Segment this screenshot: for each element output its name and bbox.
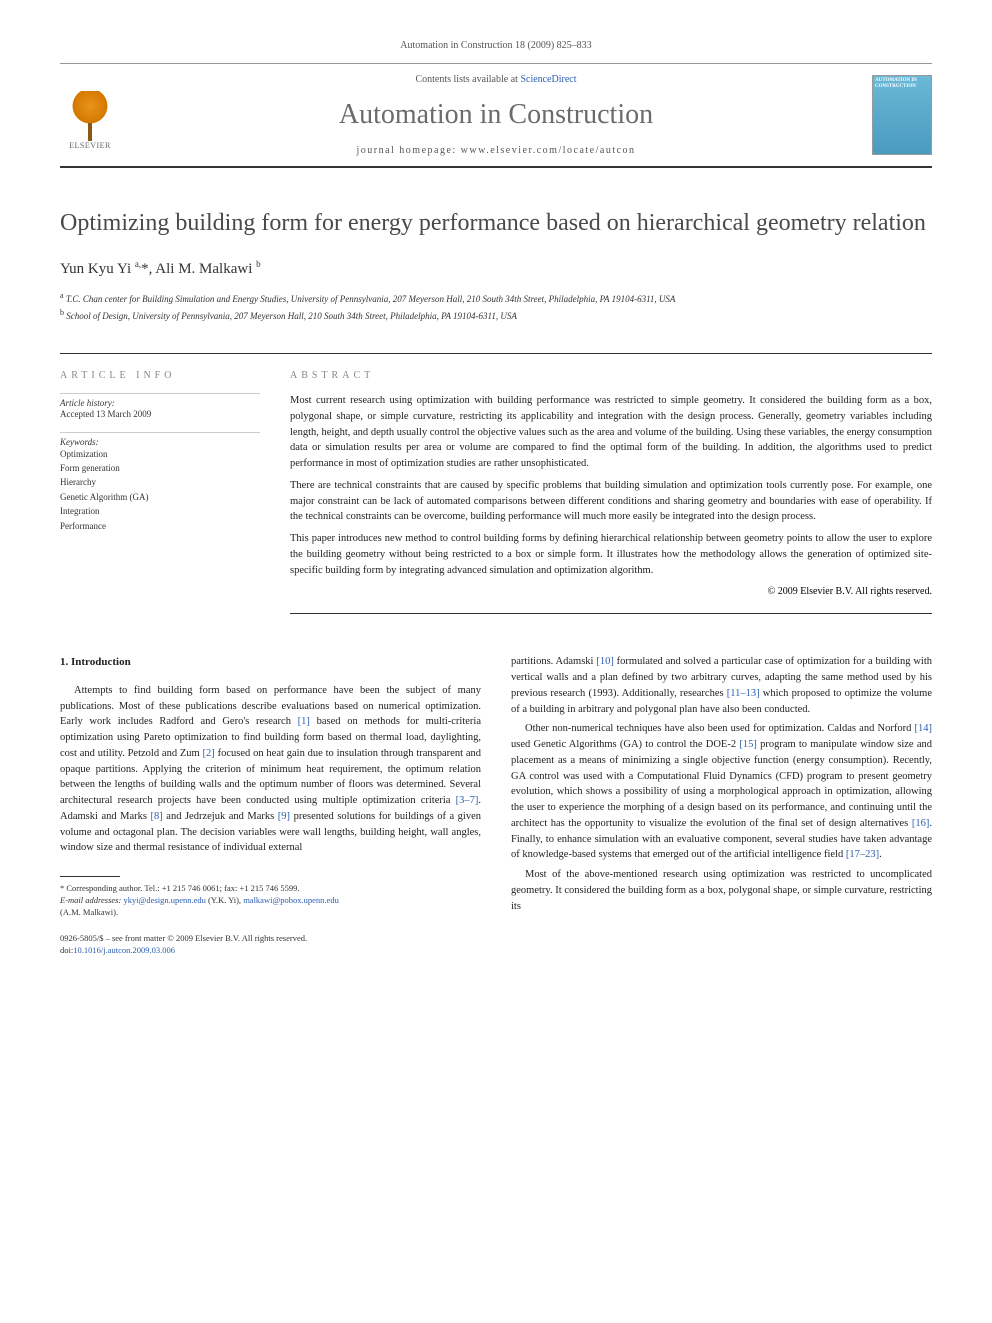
citation-link[interactable]: [11–13] (727, 688, 760, 699)
article-info-block: ARTICLE INFO Article history: Accepted 1… (60, 370, 260, 614)
citation-link[interactable]: [15] (739, 739, 757, 750)
homepage-url: www.elsevier.com/locate/autcon (461, 145, 636, 156)
citation-link[interactable]: [17–23] (846, 849, 879, 860)
keywords-list: OptimizationForm generationHierarchyGene… (60, 447, 260, 533)
abstract-text: Most current research using optimization… (290, 393, 932, 578)
body-paragraph: Attempts to find building form based on … (60, 683, 481, 856)
journal-reference: Automation in Construction 18 (2009) 825… (60, 40, 932, 51)
email-link-yi[interactable]: ykyi@design.upenn.edu (123, 895, 205, 905)
keyword-item: Performance (60, 519, 260, 533)
citation-link[interactable]: [16] (912, 818, 930, 829)
email-who-1: (Y.K. Yi), (206, 895, 243, 905)
abstract-paragraph: Most current research using optimization… (290, 393, 932, 472)
article-history-label: Article history: (60, 393, 260, 408)
abstract-paragraph: There are technical constraints that are… (290, 478, 932, 525)
abstract-heading: ABSTRACT (290, 370, 932, 381)
issn-copyright-line: 0926-5805/$ – see front matter © 2009 El… (60, 933, 481, 945)
body-column-left: 1. Introduction Attempts to find buildin… (60, 654, 481, 956)
homepage-prefix: journal homepage: (356, 145, 460, 156)
email-addresses-line: E-mail addresses: ykyi@design.upenn.edu … (60, 895, 481, 907)
header-center: Contents lists available at ScienceDirec… (120, 74, 872, 156)
footer-meta: 0926-5805/$ – see front matter © 2009 El… (60, 933, 481, 957)
corresponding-author-note: * Corresponding author. Tel.: +1 215 746… (60, 883, 481, 895)
citation-link[interactable]: [8] (151, 811, 163, 822)
citation-link[interactable]: [9] (278, 811, 290, 822)
body-columns: 1. Introduction Attempts to find buildin… (60, 654, 932, 956)
journal-homepage-line: journal homepage: www.elsevier.com/locat… (120, 145, 872, 156)
citation-link[interactable]: [14] (915, 723, 933, 734)
authors-line: Yun Kyu Yi a,*, Ali M. Malkawi b (60, 259, 932, 278)
keyword-item: Hierarchy (60, 475, 260, 489)
email-link-malkawi[interactable]: malkawi@pobox.upenn.edu (243, 895, 339, 905)
abstract-paragraph: This paper introduces new method to cont… (290, 531, 932, 578)
doi-link[interactable]: 10.1016/j.autcon.2009.03.006 (73, 945, 175, 955)
keyword-item: Integration (60, 504, 260, 518)
email-who-2: (A.M. Malkawi). (60, 907, 481, 919)
elsevier-logo: ELSEVIER (60, 80, 120, 150)
section-heading-introduction: 1. Introduction (60, 654, 481, 671)
elsevier-label: ELSEVIER (69, 141, 111, 150)
citation-link[interactable]: [3–7] (456, 795, 479, 806)
footnote-separator (60, 876, 120, 877)
sciencedirect-link[interactable]: ScienceDirect (520, 74, 576, 85)
abstract-copyright: © 2009 Elsevier B.V. All rights reserved… (290, 586, 932, 597)
journal-title: Automation in Construction (120, 99, 872, 131)
citation-link[interactable]: [1] (298, 716, 310, 727)
journal-cover-thumbnail: AUTOMATION IN CONSTRUCTION (872, 75, 932, 155)
citation-link[interactable]: [2] (203, 748, 215, 759)
keywords-label: Keywords: (60, 432, 260, 447)
doi-line: doi:10.1016/j.autcon.2009.03.006 (60, 945, 481, 957)
body-paragraph: Most of the above-mentioned research usi… (511, 867, 932, 914)
email-label: E-mail addresses: (60, 895, 123, 905)
accepted-date: Accepted 13 March 2009 (60, 408, 260, 422)
citation-link[interactable]: [10] (596, 656, 614, 667)
keyword-item: Optimization (60, 447, 260, 461)
affiliations-block: a T.C. Chan center for Building Simulati… (60, 290, 932, 323)
footnotes-block: * Corresponding author. Tel.: +1 215 746… (60, 883, 481, 919)
cover-title: AUTOMATION IN CONSTRUCTION (875, 78, 929, 89)
journal-header: ELSEVIER Contents lists available at Sci… (60, 63, 932, 168)
contents-available-line: Contents lists available at ScienceDirec… (120, 74, 872, 85)
affiliation-line: a T.C. Chan center for Building Simulati… (60, 290, 932, 307)
abstract-block: ABSTRACT Most current research using opt… (290, 370, 932, 614)
article-info-heading: ARTICLE INFO (60, 370, 260, 381)
contents-prefix: Contents lists available at (415, 74, 520, 85)
article-title: Optimizing building form for energy perf… (60, 208, 932, 239)
keyword-item: Form generation (60, 461, 260, 475)
body-column-right: partitions. Adamski [10] formulated and … (511, 654, 932, 956)
keyword-item: Genetic Algorithm (GA) (60, 490, 260, 504)
info-abstract-row: ARTICLE INFO Article history: Accepted 1… (60, 353, 932, 614)
affiliation-line: b School of Design, University of Pennsy… (60, 307, 932, 324)
body-paragraph: partitions. Adamski [10] formulated and … (511, 654, 932, 717)
body-paragraph: Other non-numerical techniques have also… (511, 721, 932, 863)
doi-prefix: doi: (60, 945, 73, 955)
elsevier-tree-icon (65, 91, 115, 141)
